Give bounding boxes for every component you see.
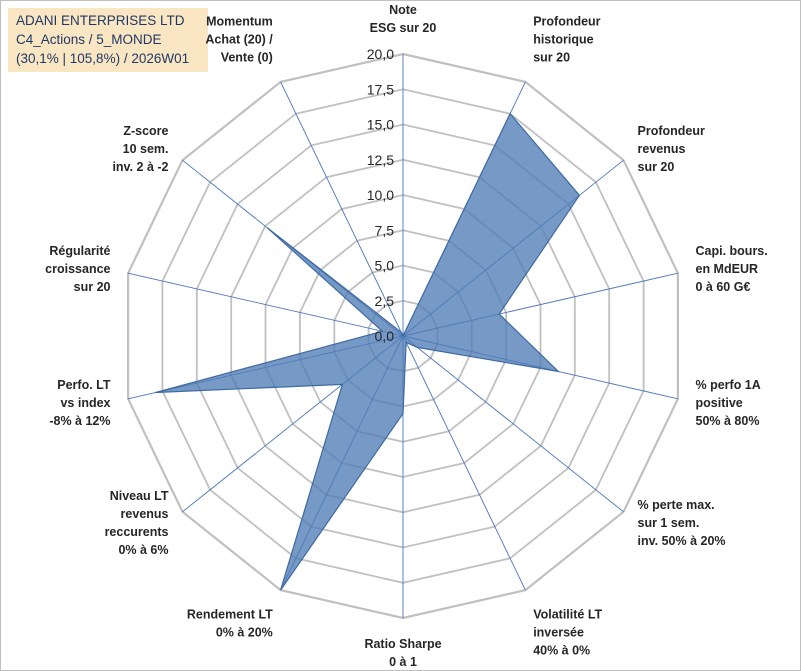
tick-label: 7,5 [375,222,395,238]
axis-label: Niveau LT revenus reccurents 0% à 6% [105,489,169,557]
axis-label: Rendement LT 0% à 20% [187,607,273,639]
radar-tick-labels: 0,0 2,5 5,0 7,5 10,0 12,5 15,0 17,5 20,0 [367,46,394,344]
tick-label: 15,0 [367,117,394,133]
axis-label: Note ESG sur 20 [370,3,437,35]
axis-spoke [402,335,624,513]
tick-label: 17,5 [367,81,394,97]
axis-spoke [280,81,404,337]
tick-label: 10,0 [367,187,394,203]
axis-label: Volatilité LT inversée 40% à 0% [533,607,602,657]
radar-series [155,112,581,591]
tick-label: 0,0 [375,328,395,344]
radar-axis-labels: Note ESG sur 20 Profondeur historique sur 20… [45,3,768,669]
tick-label: 20,0 [367,46,394,62]
axis-label: Profondeur historique sur 20 [533,15,600,65]
axis-label: % perfo 1A positive 50% à 80% [696,378,761,428]
chart-title-box: ADANI ENTERPRISES LTD C4_Actions / 5_MON… [8,8,208,72]
series-area [155,112,581,591]
tick-label: 2,5 [375,293,395,309]
category-label: C4_Actions / 5_MONDE [16,32,162,47]
axis-label: Momentum Achat (20) / Vente (0) [205,15,273,65]
axis-label: Profondeur revenus sur 20 [638,124,705,174]
tick-label: 5,0 [375,258,395,274]
tick-label: 12,5 [367,152,394,168]
axis-label: Régularité croissance sur 20 [45,244,110,294]
axis-label: Ratio Sharpe 0 à 1 [364,637,441,669]
company-name: ADANI ENTERPRISES LTD [16,13,185,28]
axis-spoke [127,272,404,337]
axis-label: Perfo. LT vs index -8% à 12% [49,378,111,428]
axis-spoke [402,335,526,591]
axis-label: Z-score 10 sem. inv. 2 à -2 [112,124,168,174]
axis-label: % perte max. sur 1 sem. inv. 50% à 20% [638,498,726,548]
stats-label: (30,1% | 105,8%) / 2026W01 [16,51,190,66]
axis-label: Capi. bours. en MdEUR 0 à 60 G€ [696,244,768,294]
